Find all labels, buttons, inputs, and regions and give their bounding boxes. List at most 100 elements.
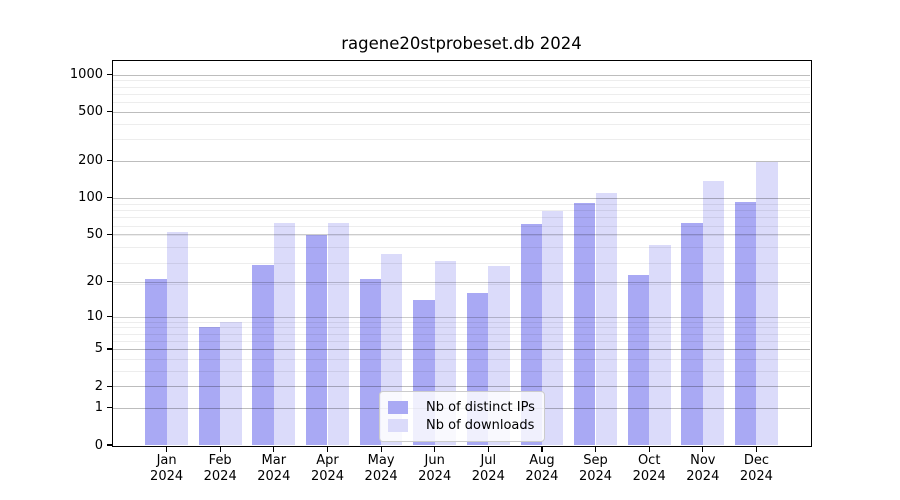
y-tick-label-1: 1	[94, 400, 103, 416]
x-tick-label-may: May 2024	[364, 453, 398, 484]
x-tick-label-jun: Jun 2024	[418, 453, 452, 484]
legend: Nb of distinct IPs Nb of downloads	[379, 391, 545, 442]
gridline-minor-9	[113, 321, 810, 323]
bar-nb-of-distinct-ips-oct	[627, 274, 650, 445]
y-tick-label-2: 2	[94, 378, 103, 394]
y-tick-label-10: 10	[86, 309, 103, 324]
bar-nb-of-downloads-jan	[166, 232, 188, 445]
y-tick-label-0: 0	[94, 437, 103, 453]
x-tick-oct	[648, 446, 650, 452]
x-tick-label-sep: Sep 2024	[578, 453, 613, 484]
legend-label-downloads: Nb of downloads	[426, 418, 535, 433]
gridline-minor-199	[113, 161, 810, 162]
x-tick-apr	[326, 446, 329, 452]
gridline-minor-5	[113, 348, 810, 350]
plot-area: Nb of distinct IPs Nb of downloads	[111, 59, 812, 447]
gridline-minor-8	[113, 327, 810, 329]
y-tick-500	[106, 111, 113, 113]
gridline-minor-899	[113, 80, 810, 82]
legend-label-distinct-ips: Nb of distinct IPs	[426, 400, 535, 415]
bar-nb-of-distinct-ips-dec	[734, 202, 757, 445]
y-tick-label-100: 100	[78, 190, 103, 206]
x-tick-label-mar: Mar 2024	[257, 453, 291, 484]
bar-nb-of-distinct-ips-feb	[198, 327, 221, 445]
gridline-major-5	[113, 348, 810, 350]
x-tick-aug	[541, 446, 543, 452]
x-tick-jun	[434, 446, 436, 452]
y-tick-200	[106, 160, 113, 162]
gridline-minor-39	[113, 247, 810, 249]
gridline-major-200	[113, 160, 810, 162]
bar-nb-of-distinct-ips-mar	[252, 264, 274, 445]
bar-nb-of-distinct-ips-nov	[681, 222, 703, 445]
gridline-major-20	[113, 281, 810, 283]
gridline-minor-699	[113, 93, 810, 95]
gridline-minor-6	[113, 340, 810, 342]
y-tick-10	[106, 315, 113, 318]
gridline-minor-999	[113, 74, 810, 76]
y-tick-100	[106, 197, 113, 199]
x-tick-label-aug: Aug 2024	[525, 453, 559, 484]
x-tick-label-jul: Jul 2024	[471, 453, 505, 484]
y-tick-2	[106, 385, 113, 387]
bar-nb-of-distinct-ips-sep	[574, 203, 596, 445]
bar-nb-of-distinct-ips-may	[359, 279, 381, 445]
gridline-major-1000	[113, 74, 810, 76]
bar-nb-of-downloads-sep	[595, 192, 617, 445]
legend-swatch-distinct-ips	[388, 401, 408, 414]
bar-nb-of-distinct-ips-jan	[145, 279, 167, 445]
y-tick-label-50: 50	[86, 226, 103, 242]
x-tick-label-feb: Feb 2024	[203, 453, 237, 484]
legend-item-downloads: Nb of downloads	[388, 417, 535, 434]
gridline-minor-59	[113, 225, 810, 227]
y-tick-label-5: 5	[94, 341, 103, 357]
y-tick-label-500: 500	[78, 104, 103, 120]
x-tick-nov	[702, 446, 704, 452]
gridline-minor-3	[113, 370, 810, 372]
x-tick-feb	[219, 446, 221, 452]
gridline-minor-599	[113, 102, 810, 104]
x-tick-jul	[487, 446, 489, 452]
bar-nb-of-downloads-dec	[756, 161, 778, 445]
bar-nb-of-downloads-mar	[273, 222, 296, 445]
y-tick-1	[106, 407, 113, 409]
bar-nb-of-downloads-nov	[702, 180, 725, 445]
x-tick-label-apr: Apr 2024	[310, 453, 345, 484]
bar-nb-of-distinct-ips-apr	[306, 235, 328, 445]
gridline-major-100	[113, 197, 810, 199]
gridline-minor-69	[113, 217, 810, 219]
gridline-minor-49	[113, 235, 810, 237]
gridline-minor-399	[113, 123, 810, 125]
bar-nb-of-downloads-aug	[541, 210, 564, 445]
y-tick-label-200: 200	[78, 153, 103, 169]
bar-nb-of-downloads-feb	[220, 321, 242, 445]
bar-nb-of-downloads-apr	[327, 222, 349, 445]
bar-nb-of-distinct-ips-aug	[520, 223, 542, 445]
x-tick-sep	[594, 446, 597, 452]
gridline-major-2	[113, 386, 810, 388]
gridline-minor-7	[113, 333, 810, 335]
gridline-minor-499	[113, 111, 810, 113]
chart-title: ragene20stprobeset.db 2024	[341, 34, 582, 53]
bar-nb-of-downloads-oct	[649, 244, 671, 445]
gridline-minor-19	[113, 284, 810, 286]
y-tick-label-20: 20	[86, 274, 103, 290]
y-tick-20	[106, 281, 113, 283]
gridline-major-500	[113, 111, 810, 113]
x-tick-jan	[166, 446, 168, 452]
gridline-minor-99	[113, 198, 810, 200]
y-tick-label-1000: 1000	[69, 67, 103, 83]
y-tick-1000	[106, 74, 113, 76]
x-tick-may	[380, 446, 382, 452]
y-tick-5	[106, 348, 113, 350]
y-tick-0	[106, 444, 113, 446]
x-tick-label-dec: Dec 2024	[739, 453, 773, 484]
gridline-major-10	[113, 316, 810, 318]
gridline-minor-4	[113, 358, 810, 360]
gridline-minor-29	[113, 262, 810, 264]
x-tick-dec	[755, 446, 758, 452]
legend-item-distinct-ips: Nb of distinct IPs	[388, 399, 535, 416]
gridline-minor-799	[113, 86, 810, 88]
gridline-major-50	[113, 234, 810, 236]
